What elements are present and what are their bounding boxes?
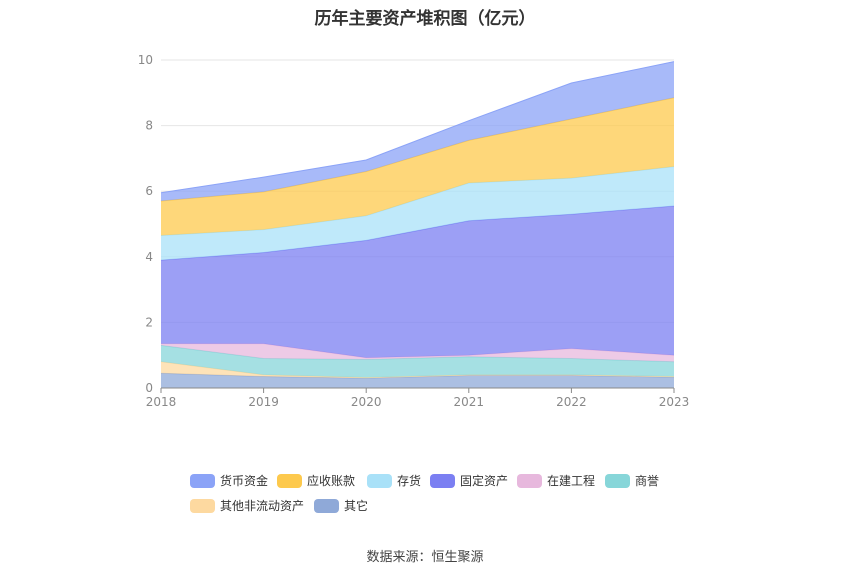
legend-label: 货币资金 [220,474,269,488]
area-货币资金 [161,61,674,201]
area-在建工程 [161,343,674,362]
y-tick-label: 6 [145,184,153,198]
legend-label: 固定资产 [460,474,509,488]
legend-swatch [314,498,339,513]
legend-swatch [517,473,542,488]
legend-item-construction[interactable]: 在建工程 [517,472,595,489]
legend-swatch [430,473,455,488]
area-series [160,61,675,388]
y-tick-label: 2 [145,315,153,329]
x-tick-label: 2020 [351,395,382,409]
y-tick-label: 4 [145,250,153,264]
legend-item-receivables[interactable]: 应收账款 [277,472,355,489]
area-其它 [161,373,674,388]
legend-item-cash[interactable]: 货币资金 [190,472,268,489]
y-tick-label: 8 [145,119,153,133]
x-tick-label: 2018 [146,395,177,409]
legend-label: 在建工程 [547,474,596,488]
x-tick-label: 2023 [659,395,690,409]
data-source: 数据来源：恒生聚源 [366,550,484,565]
legend-item-other-noncurrent[interactable]: 其他非流动资产 [190,497,304,514]
area-存货 [161,166,674,261]
y-tick-label: 10 [138,53,153,67]
axes: 0 2 4 6 8 10 2018 2019 2020 2021 2022 2023 [138,53,690,409]
legend-swatch [190,473,215,488]
area-商誉 [161,345,674,378]
legend-swatch [605,473,630,488]
area-edge-货币资金 [160,61,675,194]
y-tick-label: 0 [145,381,153,395]
legend-item-inventory[interactable]: 存货 [367,472,421,489]
legend-swatch [190,498,215,513]
legend-item-fixed-assets[interactable]: 固定资产 [430,472,508,489]
stacked-area-chart: 0 2 4 6 8 10 2018 2019 2020 2021 2022 2023 [138,53,690,409]
legend-label: 商誉 [635,474,660,488]
legend-item-goodwill[interactable]: 商誉 [605,472,659,489]
legend-label: 应收账款 [307,474,356,488]
area-应收账款 [161,97,674,236]
x-tick-label: 2021 [454,395,485,409]
x-tick-label: 2019 [248,395,279,409]
legend-label: 其他非流动资产 [220,499,305,513]
chart-title: 历年主要资产堆积图（亿元） [314,9,536,29]
x-tick-label: 2022 [556,395,587,409]
area-固定资产 [161,206,674,358]
legend-label: 其它 [344,499,369,513]
legend-swatch [367,473,392,488]
legend-item-other[interactable]: 其它 [314,497,368,514]
legend-label: 存货 [397,474,422,488]
legend-swatch [277,473,302,488]
